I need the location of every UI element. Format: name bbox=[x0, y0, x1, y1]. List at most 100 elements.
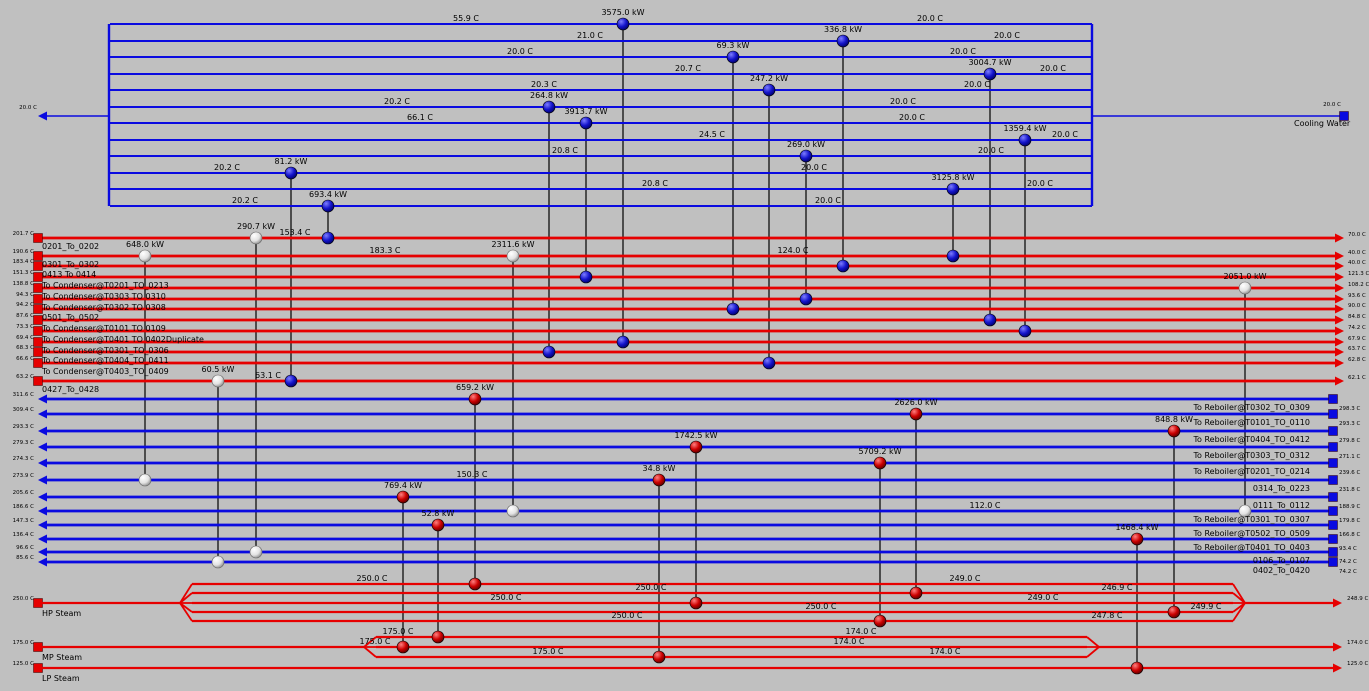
hot-stream-start-square[interactable] bbox=[33, 358, 43, 368]
heater-dot[interactable] bbox=[431, 518, 445, 532]
process-dot[interactable] bbox=[138, 473, 152, 487]
process-exchanger-duty-label[interactable]: 2051.0 kW bbox=[1223, 272, 1266, 281]
hot-stream-start-square[interactable] bbox=[33, 283, 43, 293]
hot-stream-start-square[interactable] bbox=[33, 272, 43, 282]
cooler-dot[interactable] bbox=[321, 199, 335, 213]
cold-stream-start-square[interactable] bbox=[1328, 442, 1338, 452]
cooler-duty-label[interactable]: 81.2 kW bbox=[275, 157, 308, 166]
cooler-duty-label[interactable]: 693.4 kW bbox=[309, 190, 347, 199]
heater-duty-label[interactable]: 2626.0 kW bbox=[894, 398, 937, 407]
cooler-duty-label[interactable]: 69.3 kW bbox=[717, 41, 750, 50]
process-exchanger-duty-label[interactable]: 2311.6 kW bbox=[491, 240, 534, 249]
cold-stream-start-square[interactable] bbox=[1328, 506, 1338, 516]
stream-arrow-left[interactable] bbox=[38, 394, 47, 404]
heater-dot[interactable] bbox=[1167, 424, 1181, 438]
cooler-dot[interactable] bbox=[579, 270, 593, 284]
cooler-duty-label[interactable]: 3004.7 kW bbox=[968, 58, 1011, 67]
cooler-dot[interactable] bbox=[726, 302, 740, 316]
cold-stream-start-square[interactable] bbox=[1328, 492, 1338, 502]
heater-dot[interactable] bbox=[873, 614, 887, 628]
stream-arrow-right[interactable] bbox=[1335, 233, 1344, 243]
cooler-dot[interactable] bbox=[762, 356, 776, 370]
hot-stream-start-square[interactable] bbox=[33, 376, 43, 386]
process-dot[interactable] bbox=[211, 374, 225, 388]
stream-arrow-right[interactable] bbox=[1335, 326, 1344, 336]
heater-duty-label[interactable]: 1468.4 kW bbox=[1115, 523, 1158, 532]
cold-stream-start-square[interactable] bbox=[1328, 534, 1338, 544]
stream-arrow-right[interactable] bbox=[1335, 304, 1344, 314]
cooler-dot[interactable] bbox=[321, 231, 335, 245]
cooler-dot[interactable] bbox=[762, 83, 776, 97]
cooler-duty-label[interactable]: 264.8 kW bbox=[530, 91, 568, 100]
stream-arrow-left[interactable] bbox=[38, 557, 47, 567]
stream-arrow-right[interactable] bbox=[1335, 294, 1344, 304]
heater-duty-label[interactable]: 1742.5 kW bbox=[674, 431, 717, 440]
hot-stream-start-square[interactable] bbox=[33, 261, 43, 271]
cooler-dot[interactable] bbox=[542, 100, 556, 114]
stream-arrow-right[interactable] bbox=[1333, 663, 1342, 673]
heater-dot[interactable] bbox=[689, 440, 703, 454]
hot-stream-start-square[interactable] bbox=[33, 304, 43, 314]
stream-arrow-right[interactable] bbox=[1335, 347, 1344, 357]
stream-arrow-right[interactable] bbox=[1335, 376, 1344, 386]
cooler-dot[interactable] bbox=[284, 374, 298, 388]
stream-arrow-right[interactable] bbox=[1333, 598, 1342, 608]
stream-arrow-left[interactable] bbox=[38, 534, 47, 544]
cooler-duty-label[interactable]: 3913.7 kW bbox=[564, 107, 607, 116]
process-exchanger-duty-label[interactable]: 648.0 kW bbox=[126, 240, 164, 249]
heater-duty-label[interactable]: 5709.2 kW bbox=[858, 447, 901, 456]
cooler-dot[interactable] bbox=[579, 116, 593, 130]
stream-arrow-right[interactable] bbox=[1335, 315, 1344, 325]
stream-arrow-right[interactable] bbox=[1335, 358, 1344, 368]
heater-dot[interactable] bbox=[396, 640, 410, 654]
cold-stream-start-square[interactable] bbox=[1328, 520, 1338, 530]
heater-dot[interactable] bbox=[1130, 532, 1144, 546]
cooler-dot[interactable] bbox=[799, 149, 813, 163]
cold-stream-start-square[interactable] bbox=[1328, 458, 1338, 468]
cold-stream-start-square[interactable] bbox=[1328, 475, 1338, 485]
cooler-dot[interactable] bbox=[946, 249, 960, 263]
cooler-dot[interactable] bbox=[1018, 133, 1032, 147]
hot-stream-start-square[interactable] bbox=[33, 315, 43, 325]
heater-dot[interactable] bbox=[468, 392, 482, 406]
cooler-dot[interactable] bbox=[983, 313, 997, 327]
process-dot[interactable] bbox=[249, 545, 263, 559]
hot-stream-start-square[interactable] bbox=[33, 251, 43, 261]
hot-stream-start-square[interactable] bbox=[33, 347, 43, 357]
heater-duty-label[interactable]: 769.4 kW bbox=[384, 481, 422, 490]
stream-arrow-left[interactable] bbox=[38, 492, 47, 502]
stream-arrow-right[interactable] bbox=[1335, 251, 1344, 261]
cold-stream-start-square[interactable] bbox=[1328, 394, 1338, 404]
heater-dot[interactable] bbox=[1167, 605, 1181, 619]
stream-arrow-right[interactable] bbox=[1335, 261, 1344, 271]
cooler-dot[interactable] bbox=[726, 50, 740, 64]
cooler-dot[interactable] bbox=[983, 67, 997, 81]
cooler-dot[interactable] bbox=[836, 259, 850, 273]
stream-arrow-left[interactable] bbox=[38, 426, 47, 436]
cold-stream-start-square[interactable] bbox=[1328, 547, 1338, 557]
mp-steam-source-square[interactable] bbox=[33, 642, 43, 652]
cooler-dot[interactable] bbox=[799, 292, 813, 306]
cooler-dot[interactable] bbox=[836, 34, 850, 48]
stream-arrow-left[interactable] bbox=[38, 458, 47, 468]
stream-arrow-left[interactable] bbox=[38, 475, 47, 485]
heater-dot[interactable] bbox=[396, 490, 410, 504]
process-dot[interactable] bbox=[506, 249, 520, 263]
stream-arrow-right[interactable] bbox=[1335, 272, 1344, 282]
cooler-duty-label[interactable]: 3125.8 kW bbox=[931, 173, 974, 182]
stream-arrow-right[interactable] bbox=[1335, 337, 1344, 347]
stream-arrow-left[interactable] bbox=[38, 506, 47, 516]
process-dot[interactable] bbox=[249, 231, 263, 245]
heater-dot[interactable] bbox=[909, 586, 923, 600]
stream-arrow-right[interactable] bbox=[1335, 283, 1344, 293]
process-dot[interactable] bbox=[1238, 504, 1252, 518]
cold-stream-start-square[interactable] bbox=[1328, 557, 1338, 567]
stream-arrow-left[interactable] bbox=[38, 520, 47, 530]
cooler-dot[interactable] bbox=[616, 335, 630, 349]
process-exchanger-duty-label[interactable]: 60.5 kW bbox=[202, 365, 235, 374]
cooler-duty-label[interactable]: 1359.4 kW bbox=[1003, 124, 1046, 133]
cooler-duty-label[interactable]: 269.0 kW bbox=[787, 140, 825, 149]
process-dot[interactable] bbox=[138, 249, 152, 263]
heater-dot[interactable] bbox=[652, 650, 666, 664]
hot-stream-start-square[interactable] bbox=[33, 326, 43, 336]
